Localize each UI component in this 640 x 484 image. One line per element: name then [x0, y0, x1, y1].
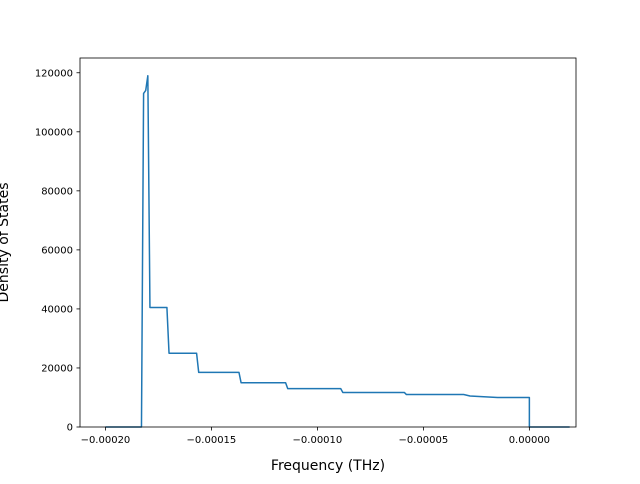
y-tick-label: 20000 — [41, 363, 73, 374]
y-tick-label: 0 — [67, 423, 73, 434]
x-axis: −0.00020 −0.00015 −0.00010 −0.00005 0.00000 — [81, 427, 550, 446]
plot-area — [105, 74, 570, 428]
x-tick-label: −0.00020 — [81, 435, 131, 446]
x-tick-label: −0.00015 — [187, 435, 237, 446]
series-line-0 — [105, 74, 570, 428]
x-tick-label: −0.00010 — [293, 435, 343, 446]
x-tick-label: −0.00005 — [399, 435, 449, 446]
x-axis-label: Frequency (THz) — [271, 458, 385, 474]
y-tick-label: 120000 — [35, 68, 73, 79]
axes-frame — [79, 57, 577, 428]
y-axis-label: Density of States — [0, 183, 12, 303]
y-tick-label: 80000 — [41, 186, 73, 197]
y-tick-label: 100000 — [35, 127, 73, 138]
y-axis: 0 20000 40000 60000 80000 100000 120000 — [35, 68, 80, 434]
y-tick-label: 40000 — [41, 304, 73, 315]
x-tick-label: 0.00000 — [509, 435, 550, 446]
y-tick-label: 60000 — [41, 245, 73, 256]
